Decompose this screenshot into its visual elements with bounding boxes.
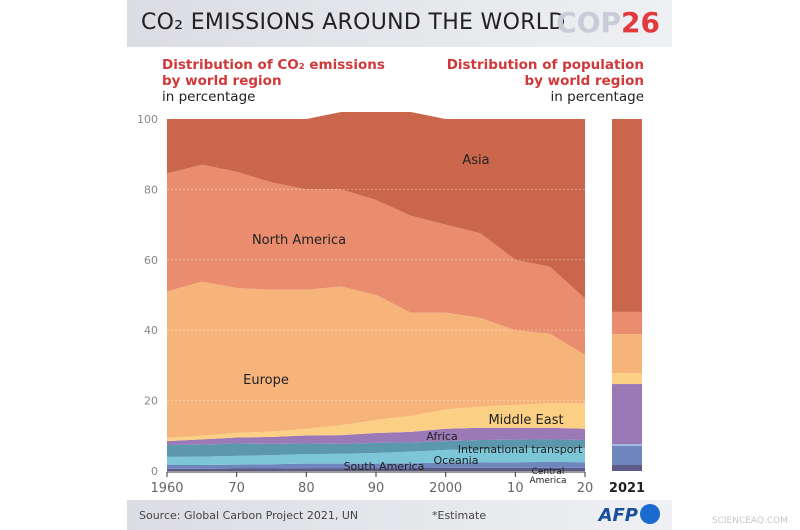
x-tick-label: 70 bbox=[228, 481, 245, 496]
series-label: Middle East bbox=[488, 413, 563, 428]
series-label: America bbox=[529, 476, 566, 486]
pop-bar-oceania bbox=[612, 444, 642, 447]
area-central-america bbox=[167, 467, 585, 471]
series-label: North America bbox=[252, 233, 346, 248]
pop-bar-asia bbox=[612, 119, 642, 312]
header-bar: CO₂ EMISSIONS AROUND THE WORLD COP26 bbox=[127, 0, 672, 47]
pop-bar-central-america bbox=[612, 465, 642, 471]
x-tick-label: 90 bbox=[368, 481, 385, 496]
pop-bar-middle-east bbox=[612, 373, 642, 385]
x-tick-label: 1960 bbox=[150, 481, 183, 496]
series-label: International transport bbox=[458, 443, 583, 456]
y-tick-label: 100 bbox=[137, 113, 158, 126]
area-oceania bbox=[167, 447, 585, 466]
emissions-subtitle: Distribution of CO₂ emissions by world r… bbox=[162, 57, 385, 105]
pop-bar-africa bbox=[612, 384, 642, 445]
cop26-logo: COP26 bbox=[556, 6, 660, 39]
footer-bar: Source: Global Carbon Project 2021, UN *… bbox=[127, 500, 672, 530]
series-label: Asia bbox=[462, 153, 489, 168]
area-international-transport bbox=[167, 439, 585, 457]
estimate-note: *Estimate bbox=[432, 509, 487, 522]
x-tick-label: 10 bbox=[507, 481, 524, 496]
x-tick-label: 20 bbox=[577, 481, 594, 496]
series-label: Oceania bbox=[434, 454, 479, 467]
pop-bar-south-america bbox=[612, 446, 642, 466]
series-label: Europe bbox=[243, 373, 289, 388]
source-text: Source: Global Carbon Project 2021, UN bbox=[139, 509, 359, 522]
area-north-america bbox=[167, 164, 585, 355]
watermark: SCIENCEAQ.COM bbox=[711, 516, 788, 526]
pop-bar-year-label: 2021 bbox=[609, 481, 645, 496]
area-south-america bbox=[167, 461, 585, 469]
pop-bar-europe bbox=[612, 334, 642, 374]
series-label: Africa bbox=[426, 430, 457, 443]
population-subtitle: Distribution of population by world regi… bbox=[446, 57, 644, 105]
area-africa bbox=[167, 427, 585, 445]
y-tick-label: 20 bbox=[144, 395, 158, 408]
y-tick-label: 0 bbox=[151, 465, 158, 478]
afp-logo: AFP bbox=[599, 504, 660, 526]
area-asia bbox=[167, 111, 585, 299]
x-tick-label: 2000 bbox=[429, 481, 462, 496]
series-label: Central bbox=[532, 467, 565, 477]
area-europe bbox=[167, 281, 585, 438]
x-tick-label: 80 bbox=[298, 481, 315, 496]
y-tick-label: 40 bbox=[144, 324, 158, 337]
y-tick-label: 60 bbox=[144, 254, 158, 267]
page-title: CO₂ EMISSIONS AROUND THE WORLD bbox=[141, 10, 566, 35]
series-label: South America bbox=[344, 460, 425, 473]
pop-bar-north-america bbox=[612, 311, 642, 335]
y-tick-label: 80 bbox=[144, 183, 158, 196]
